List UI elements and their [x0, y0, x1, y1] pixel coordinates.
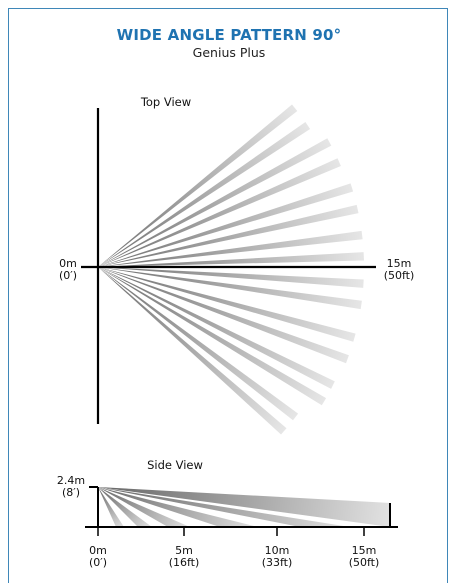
top-view-beam-13: [98, 158, 341, 267]
height-meters: 2.4m: [56, 474, 86, 487]
top-view-beam-5: [98, 267, 349, 364]
range-feet: (50ft): [383, 269, 415, 282]
side-view-beam-5: [98, 487, 152, 527]
tick-3-feet: (50ft): [348, 556, 380, 569]
top-view-beams: [98, 104, 364, 435]
top-view-beam-12: [98, 183, 354, 267]
origin-feet: (0′): [58, 269, 78, 282]
tick-0-feet: (0′): [88, 556, 108, 569]
diagram-title: WIDE ANGLE PATTERN 90°: [116, 26, 342, 44]
height-feet: (8′): [61, 486, 81, 499]
range-meters: 15m: [386, 257, 412, 270]
side-view-tick-label-0: 0m (0′): [78, 545, 118, 569]
tick-0-meters: 0m: [89, 544, 107, 557]
top-view-beam-6: [98, 267, 356, 342]
origin-meters: 0m: [59, 257, 77, 270]
tick-3-meters: 15m: [351, 544, 377, 557]
top-view-beam-14: [98, 138, 332, 267]
top-view-beam-2: [98, 267, 299, 421]
tick-2-feet: (33ft): [261, 556, 293, 569]
side-view-beam-3: [98, 487, 258, 527]
tick-1-feet: (16ft): [168, 556, 200, 569]
top-view-beam-8: [98, 267, 364, 288]
top-view-beam-10: [98, 230, 363, 267]
top-view-beam-9: [98, 252, 364, 267]
side-view-beams: [98, 487, 390, 527]
side-view-beam-4: [98, 487, 190, 527]
side-view-beam-2: [98, 487, 350, 527]
top-view-origin-label: 0m (0′): [50, 258, 86, 282]
top-view-beam-4: [98, 267, 335, 389]
top-view-beam-16: [98, 104, 298, 267]
side-view-beam-1: [98, 487, 390, 527]
side-view-label: Side View: [147, 458, 203, 472]
top-view-label: Top View: [140, 95, 192, 109]
top-view-beam-15: [98, 122, 311, 267]
side-view-beam-6: [98, 487, 124, 527]
tick-2-meters: 10m: [264, 544, 290, 557]
top-view-beam-7: [98, 267, 362, 310]
diagram-subtitle: Genius Plus: [192, 45, 266, 60]
top-view-beam-3: [98, 267, 327, 406]
top-view-beam-11: [98, 204, 359, 267]
side-view-tick-label-1: 5m (16ft): [164, 545, 204, 569]
top-view-beam-1: [98, 267, 287, 435]
tick-1-meters: 5m: [175, 544, 193, 557]
diagram-frame: [8, 8, 448, 583]
side-view-tick-label-2: 10m (33ft): [257, 545, 297, 569]
side-view-height-label: 2.4m (8′): [54, 475, 88, 499]
side-view-tick-label-3: 15m (50ft): [344, 545, 384, 569]
top-view-range-label: 15m (50ft): [379, 258, 419, 282]
